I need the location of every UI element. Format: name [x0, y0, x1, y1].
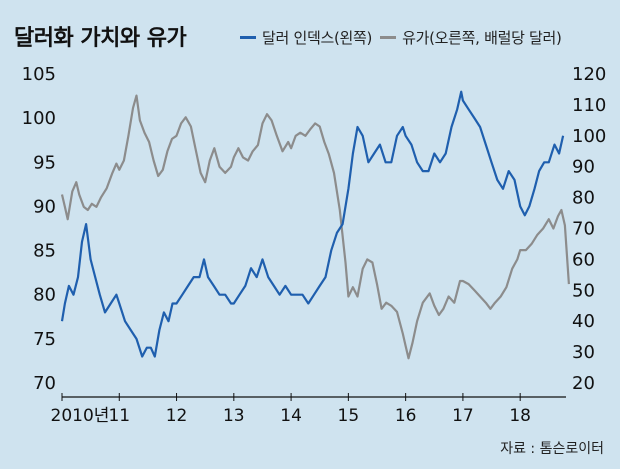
x-tick-label: 2010년 [51, 406, 110, 426]
right-tick-label: 70 [572, 219, 595, 240]
right-tick-label: 80 [572, 188, 595, 209]
legend: 달러 인덱스(왼쪽) 유가(오른쪽, 배럴당 달러) [240, 27, 562, 48]
right-tick-label: 40 [572, 311, 595, 332]
x-tick-label: 11 [108, 406, 130, 426]
x-tick-label: 12 [166, 406, 188, 426]
right-tick-label: 20 [572, 373, 595, 394]
x-tick-label: 13 [223, 406, 245, 426]
left-tick-label: 80 [33, 285, 56, 306]
left-tick-label: 90 [33, 196, 56, 217]
legend-swatch-dollar [240, 36, 256, 39]
chart-title: 달러화 가치와 유가 [14, 26, 187, 51]
x-tick-label: 15 [338, 406, 360, 426]
x-tick-label: 17 [452, 406, 474, 426]
series-line-dollar-index [60, 90, 565, 358]
series-line-oil-price [60, 94, 570, 360]
legend-swatch-oil [380, 36, 397, 39]
legend-label-dollar: 달러 인덱스(왼쪽) [262, 29, 373, 47]
right-tick-label: 50 [572, 280, 595, 301]
right-tick-label: 100 [572, 126, 606, 147]
left-tick-label: 95 [33, 152, 56, 173]
right-tick-label: 90 [572, 157, 595, 178]
left-tick-label: 75 [33, 329, 56, 350]
left-tick-label: 85 [33, 241, 56, 262]
x-tick-label: 18 [509, 406, 531, 426]
left-tick-label: 105 [22, 64, 56, 85]
right-tick-label: 60 [572, 249, 595, 270]
left-tick-label: 100 [22, 108, 56, 129]
source-note: 자료 : 톰슨로이터 [500, 441, 604, 457]
right-tick-label: 30 [572, 342, 595, 363]
x-tick-label: 14 [280, 406, 302, 426]
legend-label-oil: 유가(오른쪽, 배럴당 달러) [402, 29, 562, 47]
right-tick-label: 120 [572, 64, 606, 85]
right-tick-label: 110 [572, 95, 606, 116]
left-tick-label: 70 [33, 373, 56, 394]
x-tick-label: 16 [395, 406, 417, 426]
